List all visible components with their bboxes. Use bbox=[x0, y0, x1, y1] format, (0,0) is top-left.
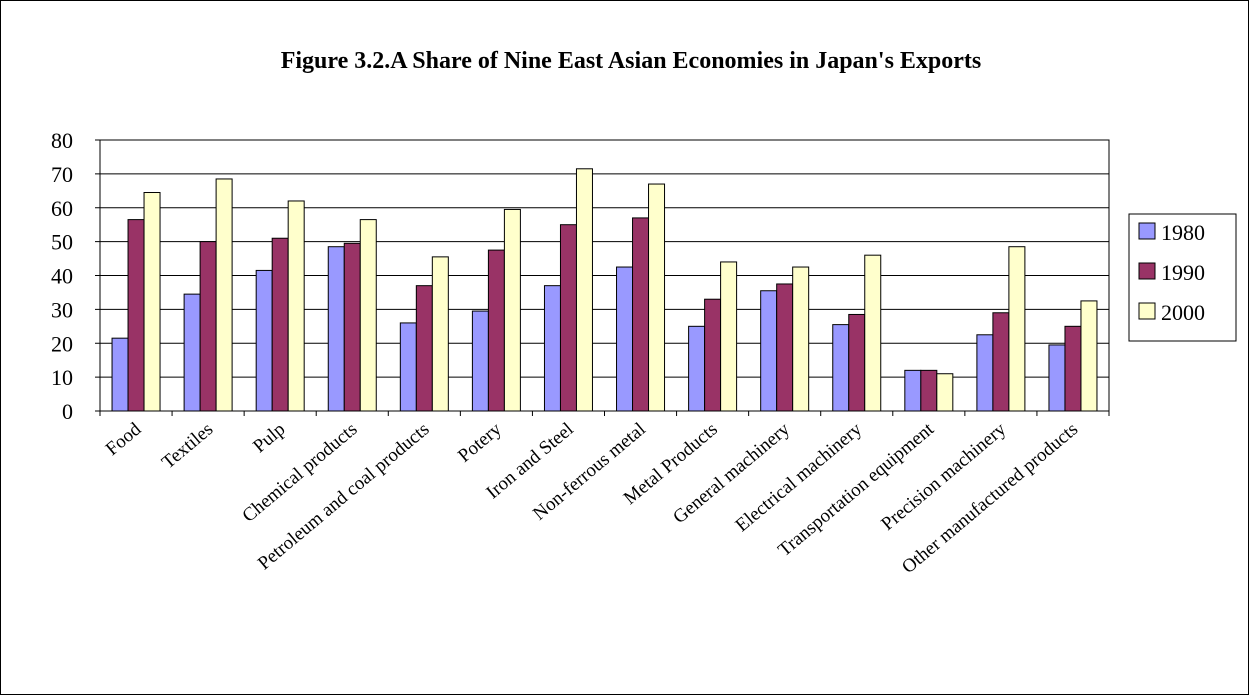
bar-1990-2 bbox=[272, 238, 288, 411]
bar-2000-0 bbox=[144, 193, 160, 411]
bar-1990-1 bbox=[200, 242, 216, 411]
bar-1980-13 bbox=[1049, 345, 1065, 411]
y-tick-label: 60 bbox=[51, 196, 73, 221]
bar-2000-13 bbox=[1081, 301, 1097, 411]
bar-1980-9 bbox=[761, 291, 777, 411]
bar-1990-13 bbox=[1065, 326, 1081, 411]
bar-1980-11 bbox=[905, 370, 921, 411]
legend-swatch-2000 bbox=[1139, 303, 1155, 319]
bar-1980-2 bbox=[256, 270, 272, 411]
y-tick-label: 50 bbox=[51, 230, 73, 255]
legend-swatch-1990 bbox=[1139, 263, 1155, 279]
bar-2000-3 bbox=[360, 220, 376, 411]
bar-2000-9 bbox=[793, 267, 809, 411]
bar-1980-0 bbox=[112, 338, 128, 411]
bar-1990-3 bbox=[344, 243, 360, 411]
bar-2000-5 bbox=[504, 209, 520, 411]
bar-1990-5 bbox=[488, 250, 504, 411]
bar-1990-12 bbox=[993, 313, 1009, 411]
bar-1980-1 bbox=[184, 294, 200, 411]
bar-2000-10 bbox=[865, 255, 881, 411]
bar-1990-7 bbox=[633, 218, 649, 411]
legend-swatch-1980 bbox=[1139, 223, 1155, 239]
category-label: Potery bbox=[454, 418, 506, 466]
bar-2000-8 bbox=[721, 262, 737, 411]
bars bbox=[112, 169, 1097, 411]
bar-2000-12 bbox=[1009, 247, 1025, 411]
gridlines bbox=[100, 174, 1109, 377]
bar-1980-3 bbox=[328, 247, 344, 411]
bar-1980-6 bbox=[544, 286, 560, 411]
bar-1990-4 bbox=[416, 286, 432, 411]
y-tick-label: 10 bbox=[51, 365, 73, 390]
bar-1980-7 bbox=[617, 267, 633, 411]
bar-1980-4 bbox=[400, 323, 416, 411]
bar-2000-6 bbox=[576, 169, 592, 411]
bar-2000-1 bbox=[216, 179, 232, 411]
y-tick-label: 80 bbox=[51, 128, 73, 153]
bar-1980-8 bbox=[689, 326, 705, 411]
category-label: Electrical machinery bbox=[732, 418, 867, 536]
legend-label-1990: 1990 bbox=[1161, 260, 1205, 285]
legend-label-2000: 2000 bbox=[1161, 300, 1205, 325]
bar-2000-4 bbox=[432, 257, 448, 411]
bar-2000-2 bbox=[288, 201, 304, 411]
category-label: Precision machinery bbox=[877, 418, 1010, 534]
category-label: Pulp bbox=[249, 419, 289, 457]
y-axis: 0 10 20 30 40 50 60 70 80 bbox=[51, 128, 100, 424]
bar-2000-7 bbox=[649, 184, 665, 411]
bar-1990-0 bbox=[128, 220, 144, 411]
bar-1990-10 bbox=[849, 314, 865, 411]
bar-2000-11 bbox=[937, 374, 953, 411]
bar-1990-11 bbox=[921, 370, 937, 411]
bar-1990-9 bbox=[777, 284, 793, 411]
y-tick-label: 20 bbox=[51, 331, 73, 356]
category-label: Food bbox=[102, 418, 146, 460]
category-label: Textiles bbox=[158, 419, 217, 474]
bar-1980-12 bbox=[977, 335, 993, 411]
bar-1980-5 bbox=[472, 311, 488, 411]
chart-title: Figure 3.2.A Share of Nine East Asian Ec… bbox=[281, 48, 982, 74]
y-tick-label: 40 bbox=[51, 264, 73, 289]
y-tick-label: 30 bbox=[51, 297, 73, 322]
legend-label-1980: 1980 bbox=[1161, 220, 1205, 245]
legend: 1980 1990 2000 bbox=[1129, 214, 1236, 341]
y-tick-label: 70 bbox=[51, 162, 73, 187]
bar-1990-8 bbox=[705, 299, 721, 411]
bar-1990-6 bbox=[560, 225, 576, 411]
y-tick-label: 0 bbox=[62, 399, 73, 424]
bar-1980-10 bbox=[833, 325, 849, 411]
